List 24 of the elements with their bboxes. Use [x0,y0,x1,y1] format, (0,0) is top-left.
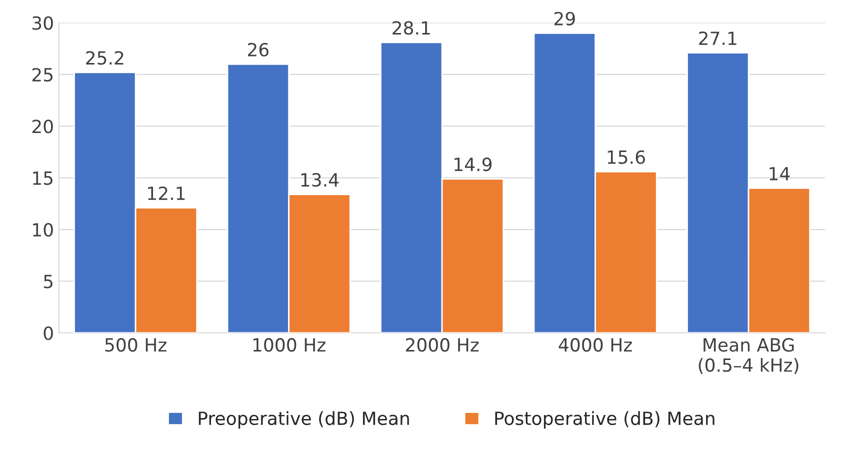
y-tick-label: 20 [32,120,53,134]
data-label: 29 [554,12,575,26]
data-label: 25.2 [86,51,124,65]
data-label: 12.1 [148,186,185,200]
data-label: 28.1 [392,21,430,35]
y-tick-label: 10 [33,222,53,237]
x-tick-label: Mean ABG (0.5–4 kHz) [698,338,798,374]
data-label: 26 [248,42,269,56]
legend-label: Postoperative (dB) Mean [495,411,714,429]
data-label: 13.4 [301,173,339,187]
x-tick-label: 1000 Hz [253,338,326,352]
x-tick-label: 500 Hz [105,338,166,352]
y-tick-label: 5 [44,274,52,288]
data-label: 14.9 [454,158,492,172]
y-tick-label: 30 [32,16,53,30]
data-label: 14 [770,167,790,180]
y-tick-label: 0 [44,326,53,340]
y-tick-label: 15 [33,172,52,185]
y-tick-label: 25 [32,68,52,82]
legend-label: Preoperative (dB) Mean [198,411,409,429]
data-label: 27.1 [699,31,736,45]
data-label: 15.6 [608,150,645,164]
x-tick-label: 2000 Hz [406,338,479,352]
x-tick-label: 4000 Hz [558,338,632,352]
